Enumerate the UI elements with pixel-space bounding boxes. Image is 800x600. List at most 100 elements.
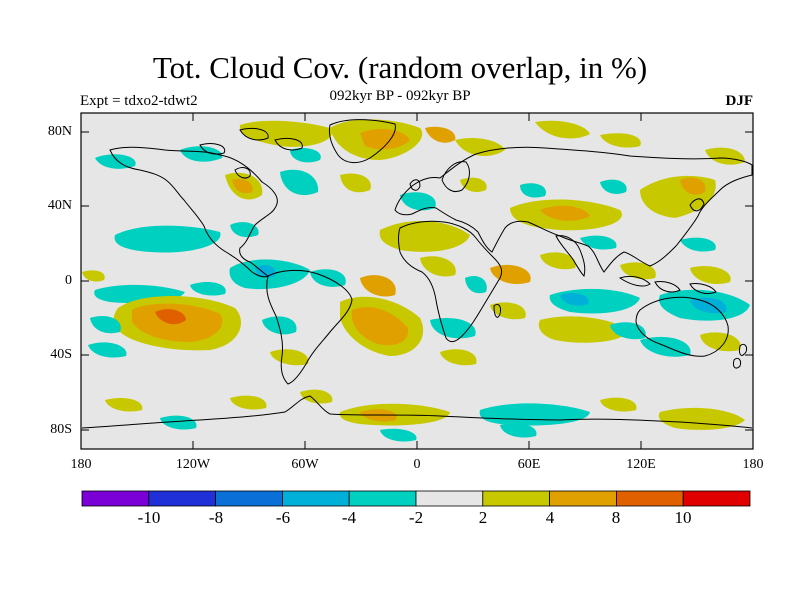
- season-label: DJF: [725, 93, 754, 109]
- coastline-eurasia: [394, 146, 753, 273]
- colorbar-swatch: [415, 490, 484, 507]
- anomaly-field: [180, 146, 223, 162]
- anomaly-field: [690, 265, 731, 285]
- colorbar-swatch: [148, 490, 217, 507]
- lat-label-80s: 80S: [50, 422, 72, 437]
- map-background: [81, 113, 753, 449]
- lon-label-180w: 180: [70, 457, 92, 472]
- anomaly-field: [680, 177, 706, 195]
- anomaly-field: [340, 173, 371, 193]
- colorbar-label: 8: [611, 508, 621, 527]
- anomaly-field: [680, 237, 716, 252]
- anomaly-field: [600, 133, 641, 148]
- colorbar-swatch: [81, 490, 150, 507]
- coastlines: [81, 119, 753, 429]
- map-title: Tot. Cloud Cov. (random overlap, in %): [152, 50, 648, 85]
- colorbar-swatch: [215, 490, 283, 507]
- lat-label-40s: 40S: [50, 347, 72, 362]
- coastline-japan: [689, 198, 705, 212]
- coastline-hudson: [234, 167, 251, 179]
- anomaly-field: [380, 428, 417, 442]
- colorbar-label: -10: [137, 508, 161, 527]
- coastline-new-zealand: [733, 343, 747, 369]
- coastline-indonesia: [618, 275, 717, 295]
- lon-label-180e: 180: [742, 457, 764, 472]
- coastline-greenland: [329, 119, 396, 163]
- coastline-scandinavia: [441, 161, 470, 193]
- colorbar-label: -2: [408, 508, 424, 527]
- anomaly-field: [455, 138, 505, 156]
- lon-label-120w: 120W: [175, 457, 211, 472]
- anomaly-field: [490, 264, 531, 285]
- anomaly-field: [620, 262, 656, 280]
- anomaly-field: [658, 407, 745, 430]
- anomaly-field: [280, 169, 319, 196]
- anomaly-field: [500, 423, 537, 438]
- anomaly-field: [105, 398, 143, 412]
- lat-label-80n: 80N: [47, 124, 72, 139]
- lat-ticks: [81, 131, 753, 431]
- anomaly-field: [535, 120, 590, 139]
- colorbar-label: 10: [674, 508, 692, 527]
- lat-label-0: 0: [65, 273, 72, 288]
- anomaly-field: [538, 316, 630, 343]
- coastline-australia: [635, 296, 729, 357]
- map-subtitle: 092kyr BP - 092kyr BP: [329, 88, 471, 104]
- colorbar-swatch: [682, 490, 751, 507]
- colorbar-label: 4: [545, 508, 555, 527]
- colorbar-swatch: [281, 490, 350, 507]
- anomaly-field: [230, 395, 267, 410]
- colorbar-swatch: [549, 490, 617, 507]
- anomaly-field: [540, 205, 590, 221]
- anomaly-field: [465, 275, 487, 294]
- anomaly-field: [490, 302, 526, 320]
- anomaly-field: [610, 322, 646, 340]
- anomaly-field: [420, 256, 456, 277]
- anomaly-field: [300, 389, 333, 404]
- anomaly-field: [82, 270, 105, 282]
- anomaly-field: [379, 220, 470, 252]
- coastline-india: [555, 235, 586, 277]
- colorbar-label: -4: [341, 508, 357, 527]
- colorbar-label: -8: [208, 508, 224, 527]
- lat-label-40n: 40N: [47, 198, 72, 213]
- anomaly-field: [290, 148, 321, 163]
- coastline-arctic-islands: [199, 127, 303, 155]
- anomaly-field: [239, 120, 332, 147]
- anomaly-field: [600, 179, 627, 194]
- anomaly-field: [360, 275, 396, 297]
- lon-label-60w: 60W: [291, 457, 319, 472]
- anomaly-field: [460, 177, 487, 192]
- coastline-south-america: [266, 269, 353, 385]
- anomaly-field: [700, 332, 741, 352]
- colorbar-swatch: [482, 490, 550, 507]
- anomaly-field: [155, 309, 186, 325]
- anomaly-field: [95, 154, 136, 169]
- anomaly-field: [232, 178, 253, 194]
- colorbar-swatch: [616, 490, 684, 507]
- coastline-antarctica: [81, 395, 753, 429]
- anomaly-field: [114, 225, 221, 253]
- anomaly-field: [440, 349, 477, 366]
- anomaly-field: [190, 281, 226, 296]
- colorbar-swatch: [348, 490, 417, 507]
- experiment-label: Expt = tdxo2-tdwt2: [80, 93, 198, 109]
- anomaly-field: [560, 293, 589, 306]
- anomaly-field: [520, 183, 546, 198]
- lon-label-0: 0: [413, 457, 421, 472]
- anomaly-field: [540, 252, 576, 270]
- coastline-britain: [409, 179, 421, 191]
- anomaly-field: [400, 192, 436, 211]
- anomaly-field: [425, 126, 456, 143]
- anomaly-field: [90, 315, 121, 334]
- anomaly-field: [270, 349, 309, 366]
- coastline-africa: [398, 220, 503, 343]
- coastline-north-america: [109, 146, 278, 278]
- anomaly-field: [600, 397, 637, 412]
- anomaly-field: [230, 222, 259, 238]
- coastline-madagascar: [493, 303, 501, 318]
- anomaly-field: [360, 129, 410, 150]
- lon-label-60e: 60E: [517, 457, 541, 472]
- colorbar-label: -6: [275, 508, 291, 527]
- lon-ticks: [192, 113, 642, 449]
